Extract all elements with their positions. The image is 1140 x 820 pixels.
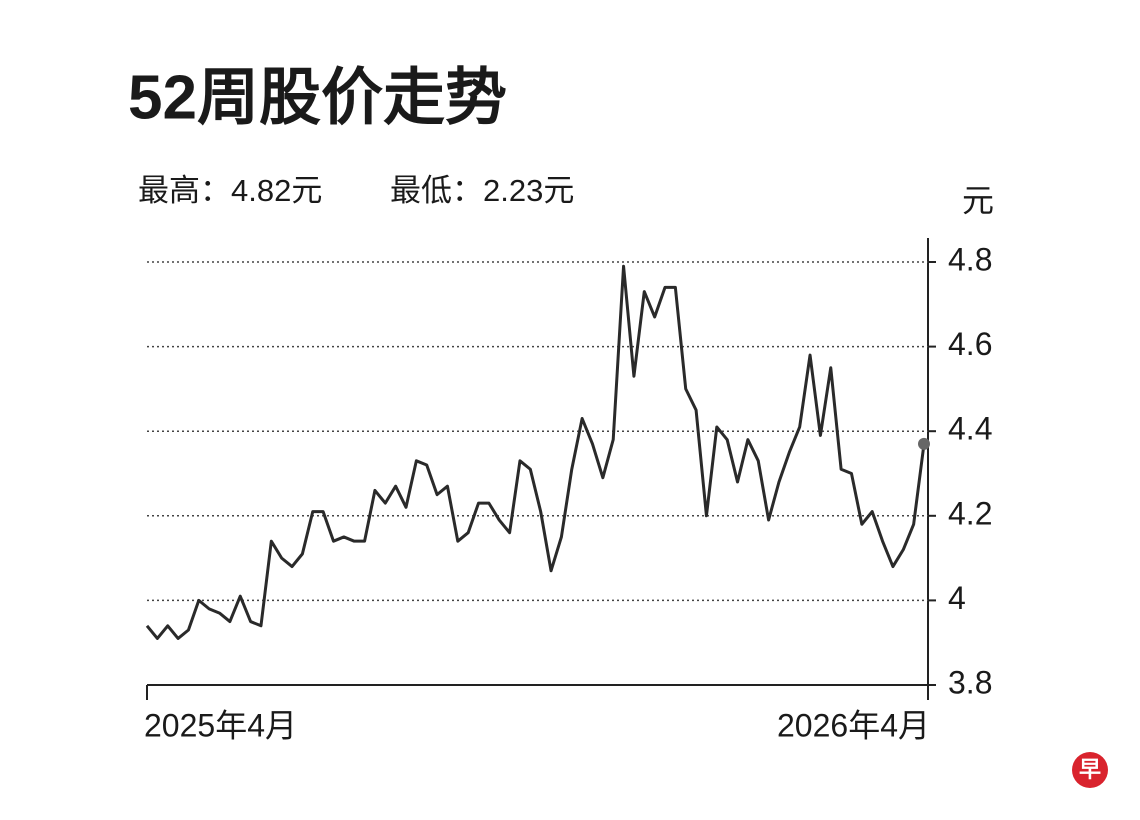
y-tick-label: 4.6 xyxy=(948,326,992,362)
subtitle-low: 最低：2.23元 xyxy=(390,173,574,208)
x-tick-label: 2025年4月 xyxy=(144,707,297,743)
y-tick-label: 4 xyxy=(948,580,966,616)
y-tick-label: 4.8 xyxy=(948,241,992,277)
last-point xyxy=(918,437,930,450)
x-tick-label: 2026年4月 xyxy=(777,707,930,743)
price-line xyxy=(145,264,926,640)
y-tick-label: 4.2 xyxy=(948,495,992,531)
subtitle-high: 最高：4.82元 xyxy=(138,173,322,208)
y-tick-label: 3.8 xyxy=(948,664,992,700)
y-axis-unit: 元 xyxy=(962,182,994,218)
logo: 早 xyxy=(1079,757,1101,782)
y-tick-label: 4.4 xyxy=(948,411,992,447)
chart-title: 52周股价走势 xyxy=(128,63,507,132)
logo-badge xyxy=(1072,752,1108,788)
